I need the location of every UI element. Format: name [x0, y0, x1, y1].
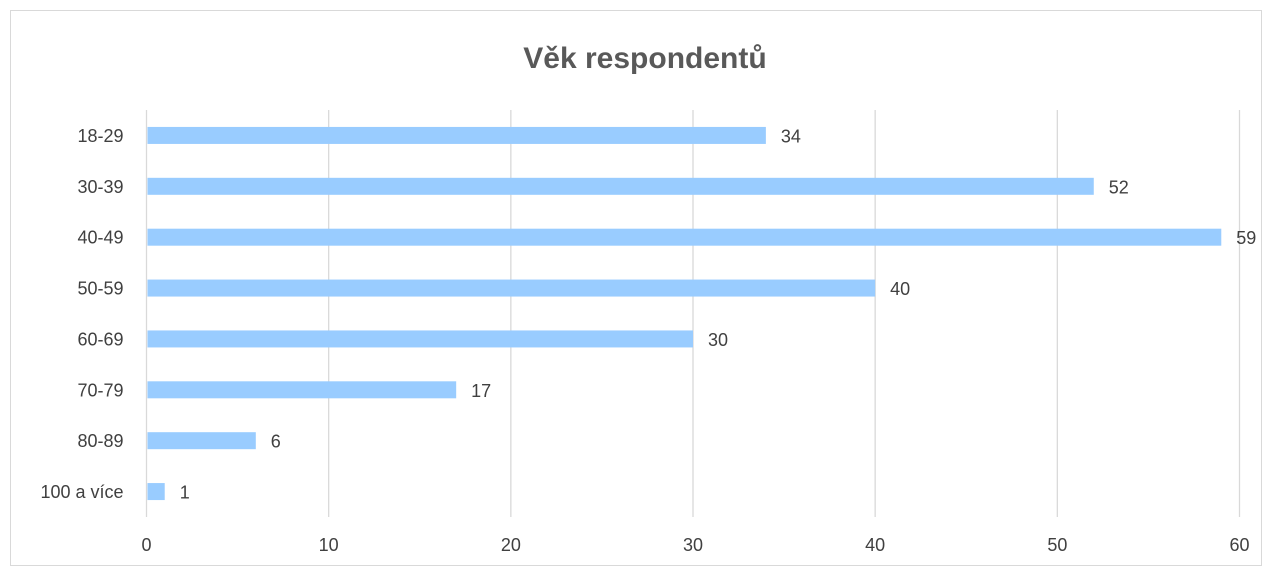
- x-tick-label: 30: [683, 535, 703, 555]
- data-label: 30: [708, 330, 728, 350]
- gridlines: [145, 110, 1241, 517]
- category-label: 50-59: [77, 279, 123, 299]
- bar-60-69: [147, 330, 693, 348]
- bar-50-59: [147, 279, 876, 297]
- data-label: 1: [180, 483, 190, 503]
- chart-title: Věk respondentů: [523, 42, 766, 75]
- category-label: 40-49: [77, 228, 123, 248]
- x-tick-label: 0: [141, 535, 151, 555]
- bar-40-49: [147, 228, 1222, 246]
- bar-100-a-více: [147, 483, 165, 501]
- bar-18-29: [147, 126, 766, 144]
- category-label: 100 a více: [40, 482, 123, 502]
- data-label: 40: [890, 279, 910, 299]
- category-label: 60-69: [77, 329, 123, 349]
- data-label: 34: [781, 126, 801, 146]
- data-label: 17: [471, 381, 491, 401]
- x-tick-label: 10: [319, 535, 339, 555]
- data-label: 52: [1109, 177, 1129, 197]
- bar-80-89: [147, 432, 256, 450]
- bar-30-39: [147, 177, 1094, 195]
- bar-70-79: [147, 381, 457, 399]
- category-label: 70-79: [77, 380, 123, 400]
- x-tick-label: 60: [1229, 535, 1249, 555]
- bars: [147, 126, 1222, 501]
- data-label: 6: [271, 432, 281, 452]
- labels: 0 10 20 30 40 50 60 18-29 34 30-39 52 40-49 59 50-59 4…: [40, 126, 1256, 555]
- category-label: 18-29: [77, 126, 123, 146]
- data-label: 59: [1236, 228, 1256, 248]
- x-tick-label: 40: [865, 535, 885, 555]
- category-label: 30-39: [77, 177, 123, 197]
- x-tick-label: 50: [1047, 535, 1067, 555]
- category-label: 80-89: [77, 431, 123, 451]
- x-tick-label: 20: [501, 535, 521, 555]
